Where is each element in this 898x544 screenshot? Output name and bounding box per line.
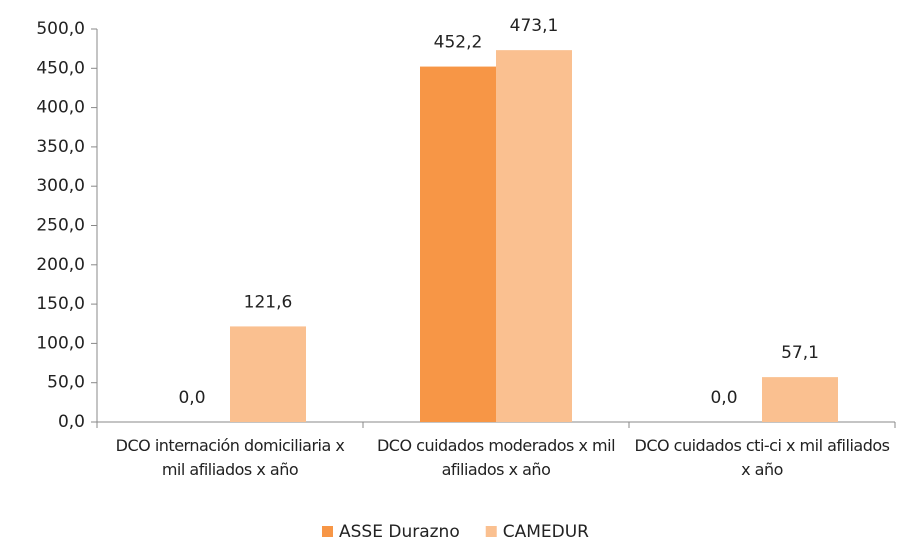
y-tick-label: 500,0	[36, 19, 85, 39]
x-tick-label: DCO internación domiciliaria x mil afili…	[115, 436, 345, 479]
data-label: 473,1	[510, 16, 559, 36]
legend-label: ASSE Durazno	[339, 522, 460, 542]
y-tick-label: 50,0	[47, 373, 85, 393]
y-tick-label: 450,0	[36, 58, 85, 78]
data-label: 0,0	[710, 388, 737, 408]
y-tick-label: 0,0	[58, 412, 85, 432]
y-tick-label: 400,0	[36, 98, 85, 118]
legend-label: CAMEDUR	[503, 522, 589, 542]
legend-swatch	[485, 526, 497, 537]
bar	[496, 50, 572, 422]
y-tick-label: 200,0	[36, 255, 85, 275]
y-tick-label: 150,0	[36, 294, 85, 314]
legend-swatch	[322, 526, 333, 537]
data-label: 0,0	[178, 388, 205, 408]
x-tick-label: DCO cuidados moderados x mil afiliados x…	[376, 436, 616, 479]
data-label: 452,2	[434, 33, 483, 53]
y-tick-label: 350,0	[36, 137, 85, 157]
bar	[762, 377, 838, 422]
data-label: 57,1	[781, 343, 819, 363]
y-tick-label: 100,0	[36, 333, 85, 353]
x-tick-label: DCO cuidados cti-ci x mil afiliados x añ…	[634, 436, 890, 479]
bar	[230, 326, 306, 422]
bar	[420, 66, 496, 422]
data-label: 121,6	[244, 292, 293, 312]
y-tick-label: 300,0	[36, 176, 85, 196]
y-tick-label: 250,0	[36, 216, 85, 236]
